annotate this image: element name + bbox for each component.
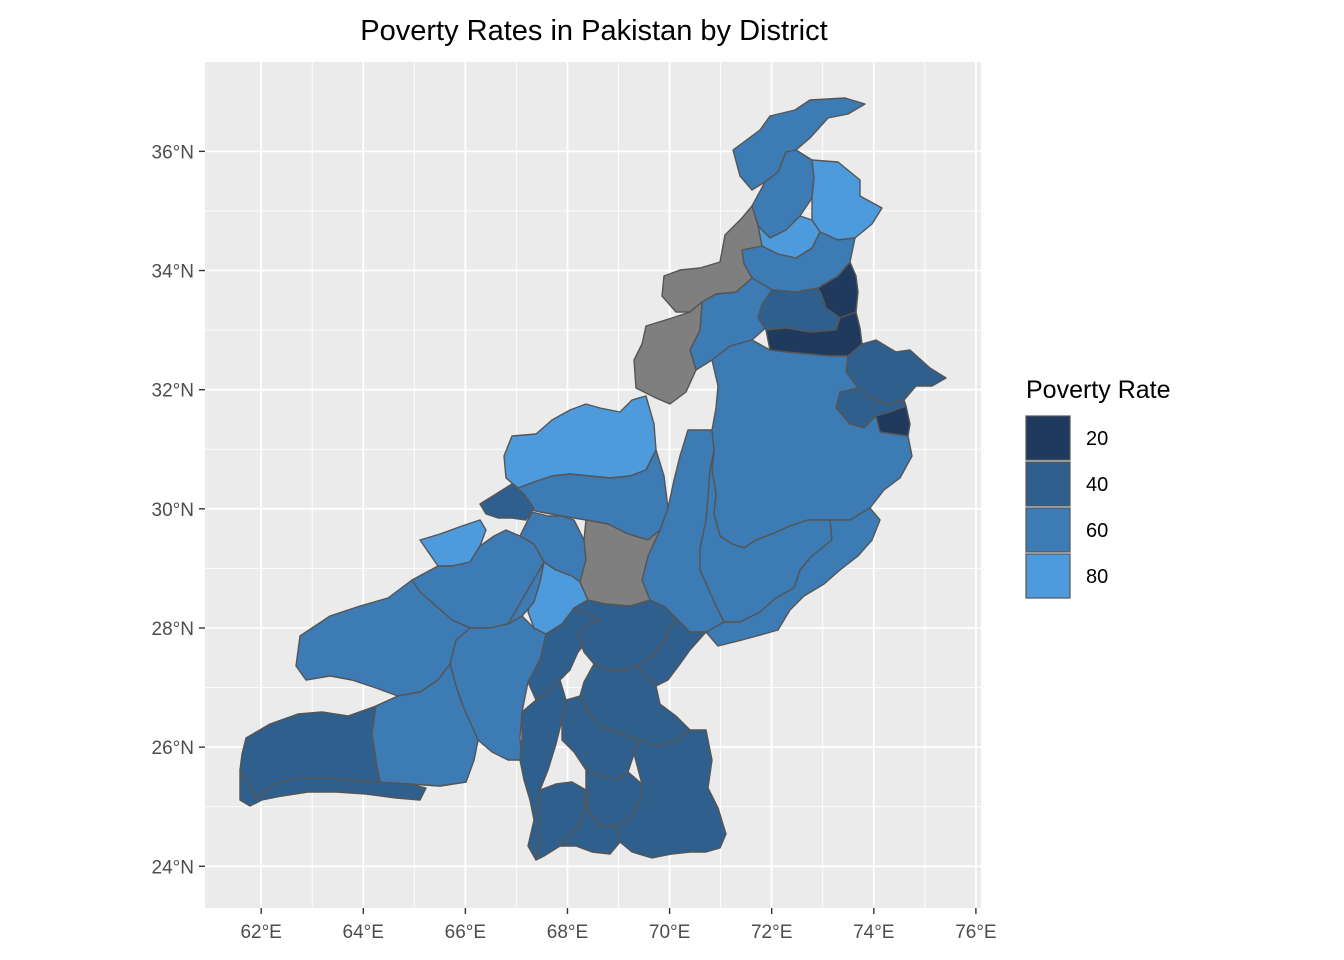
- district-quetta: [479, 483, 535, 521]
- y-tick-label: 24°N: [152, 857, 194, 878]
- legend-key-20: [1025, 415, 1071, 461]
- y-tick-label: 30°N: [152, 500, 194, 521]
- legend-label-60: 60: [1086, 520, 1108, 542]
- x-tick-label: 70°E: [649, 922, 690, 943]
- x-tick-label: 72°E: [751, 922, 792, 943]
- district-gwadar: [239, 769, 427, 807]
- legend-key-60: [1025, 507, 1071, 553]
- district-ghotki: [637, 617, 707, 687]
- y-tick-label: 28°N: [152, 619, 194, 640]
- district-fata-south: [633, 301, 703, 405]
- x-tick-label: 62°E: [240, 922, 281, 943]
- legend-label-80: 80: [1086, 566, 1108, 588]
- chart-title: Poverty Rates in Pakistan by District: [360, 15, 827, 47]
- y-tick-label: 26°N: [152, 738, 194, 759]
- y-tick-label: 34°N: [152, 262, 194, 283]
- district-dera-bugti: [579, 519, 661, 607]
- district-bahawalpur: [705, 507, 881, 647]
- x-tick-label: 76°E: [955, 922, 996, 943]
- district-karachi: [535, 781, 587, 861]
- district-fata-north: [661, 205, 763, 313]
- x-axis-ticks: 62°E 64°E 66°E 68°E 70°E 72°E 74°E 76°E: [240, 908, 997, 943]
- x-tick-label: 66°E: [445, 922, 486, 943]
- legend-label-40: 40: [1086, 474, 1108, 496]
- y-tick-label: 36°N: [152, 142, 194, 163]
- x-tick-label: 74°E: [853, 922, 894, 943]
- x-tick-label: 64°E: [343, 922, 384, 943]
- legend-key-80: [1025, 553, 1071, 599]
- legend-key-40: [1025, 461, 1071, 507]
- legend: Poverty Rate 20 40 60 80: [1025, 376, 1171, 599]
- district-kohistan: [757, 215, 821, 259]
- district-tharparkar: [615, 729, 727, 859]
- district-awaran: [371, 663, 479, 787]
- district-regions: [239, 97, 947, 861]
- district-chitral: [732, 97, 866, 191]
- y-tick-label: 32°N: [152, 381, 194, 402]
- x-tick-label: 68°E: [547, 922, 588, 943]
- legend-title: Poverty Rate: [1026, 376, 1171, 404]
- y-axis-ticks: 24°N 26°N 28°N 30°N 32°N 34°N 36°N: [152, 142, 205, 878]
- district-washuk: [507, 511, 587, 625]
- district-panjgur: [295, 579, 471, 697]
- legend-label-20: 20: [1086, 428, 1108, 450]
